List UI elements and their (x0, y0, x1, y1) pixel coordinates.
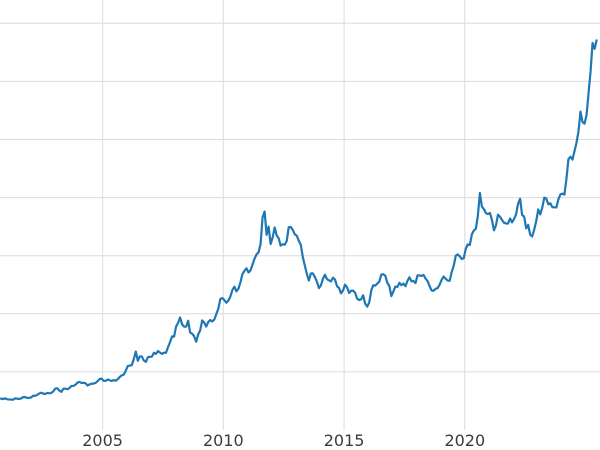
x-tick-label: 2020 (444, 431, 485, 450)
x-tick-label: 2015 (324, 431, 365, 450)
x-tick-label: 2005 (82, 431, 123, 450)
gridlines (0, 0, 600, 430)
x-axis-tick-labels: 2005 2010 2015 2020 (82, 431, 485, 450)
series-line (0, 39, 598, 401)
x-tick-label: 2010 (203, 431, 244, 450)
data-series (0, 39, 598, 401)
